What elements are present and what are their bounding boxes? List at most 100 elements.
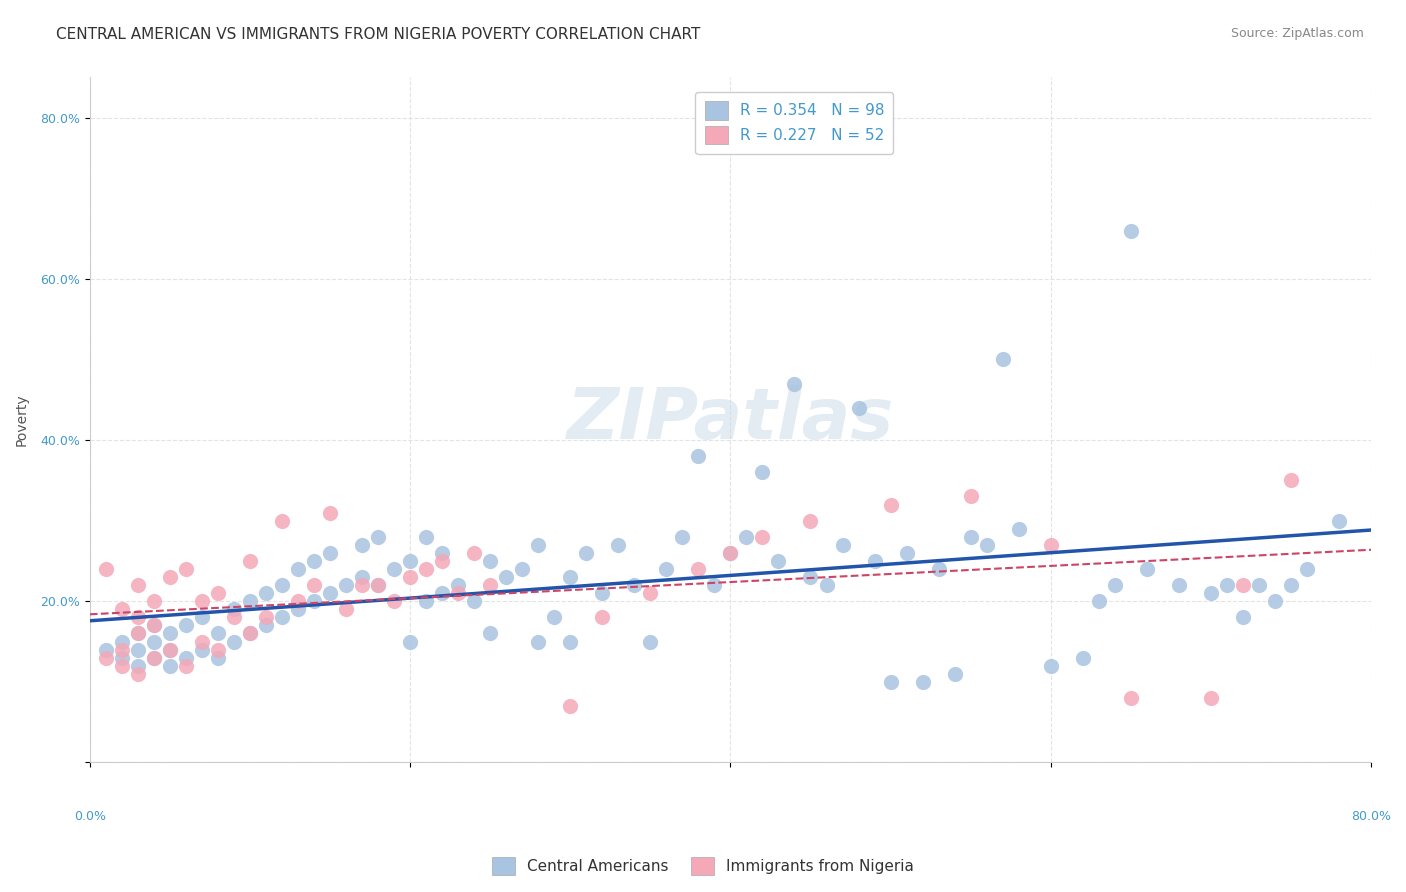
Point <box>815 578 838 592</box>
Point <box>1232 610 1254 624</box>
Point <box>159 626 181 640</box>
Point <box>352 538 374 552</box>
Point <box>655 562 678 576</box>
Point <box>287 602 309 616</box>
Point <box>479 554 502 568</box>
Point <box>111 658 134 673</box>
Point <box>319 546 342 560</box>
Point <box>142 618 165 632</box>
Point <box>703 578 725 592</box>
Point <box>527 634 550 648</box>
Point <box>127 578 149 592</box>
Point <box>1232 578 1254 592</box>
Point <box>142 650 165 665</box>
Point <box>222 634 245 648</box>
Point <box>1216 578 1239 592</box>
Point <box>352 578 374 592</box>
Point <box>640 586 662 600</box>
Point <box>254 586 277 600</box>
Point <box>159 658 181 673</box>
Point <box>751 465 773 479</box>
Point <box>174 650 197 665</box>
Point <box>479 626 502 640</box>
Point <box>127 666 149 681</box>
Point <box>1279 474 1302 488</box>
Point <box>191 610 214 624</box>
Point <box>463 594 485 608</box>
Point <box>382 594 405 608</box>
Point <box>127 658 149 673</box>
Point <box>127 626 149 640</box>
Point <box>319 586 342 600</box>
Point <box>430 546 453 560</box>
Point <box>1087 594 1109 608</box>
Text: Source: ZipAtlas.com: Source: ZipAtlas.com <box>1230 27 1364 40</box>
Text: CENTRAL AMERICAN VS IMMIGRANTS FROM NIGERIA POVERTY CORRELATION CHART: CENTRAL AMERICAN VS IMMIGRANTS FROM NIGE… <box>56 27 700 42</box>
Point <box>142 634 165 648</box>
Point <box>319 506 342 520</box>
Point <box>768 554 790 568</box>
Point <box>959 530 981 544</box>
Point <box>367 578 389 592</box>
Y-axis label: Poverty: Poverty <box>15 393 30 446</box>
Legend: R = 0.354   N = 98, R = 0.227   N = 52: R = 0.354 N = 98, R = 0.227 N = 52 <box>696 92 893 153</box>
Point <box>191 634 214 648</box>
Point <box>1247 578 1270 592</box>
Point <box>94 562 117 576</box>
Point <box>399 634 422 648</box>
Point <box>159 642 181 657</box>
Point <box>479 578 502 592</box>
Point <box>463 546 485 560</box>
Point <box>510 562 533 576</box>
Point <box>1008 522 1031 536</box>
Text: 0.0%: 0.0% <box>75 810 105 823</box>
Point <box>1167 578 1189 592</box>
Point <box>1136 562 1159 576</box>
Point <box>623 578 645 592</box>
Point <box>271 610 294 624</box>
Point <box>527 538 550 552</box>
Legend: Central Americans, Immigrants from Nigeria: Central Americans, Immigrants from Niger… <box>482 847 924 884</box>
Point <box>688 562 710 576</box>
Point <box>943 666 966 681</box>
Point <box>560 570 582 584</box>
Point <box>239 626 262 640</box>
Text: 80.0%: 80.0% <box>1351 810 1391 823</box>
Point <box>239 554 262 568</box>
Point <box>430 554 453 568</box>
Point <box>415 530 437 544</box>
Point <box>783 376 806 391</box>
Point <box>207 650 229 665</box>
Point <box>111 602 134 616</box>
Point <box>1264 594 1286 608</box>
Point <box>928 562 950 576</box>
Point <box>111 634 134 648</box>
Point <box>495 570 517 584</box>
Point <box>543 610 565 624</box>
Point <box>94 650 117 665</box>
Point <box>367 578 389 592</box>
Point <box>207 642 229 657</box>
Point <box>1327 514 1350 528</box>
Point <box>399 570 422 584</box>
Text: ZIPatlas: ZIPatlas <box>567 385 894 454</box>
Point <box>159 570 181 584</box>
Point <box>142 618 165 632</box>
Point <box>1279 578 1302 592</box>
Point <box>560 698 582 713</box>
Point <box>751 530 773 544</box>
Point <box>607 538 630 552</box>
Point <box>207 626 229 640</box>
Point <box>688 449 710 463</box>
Point <box>879 674 901 689</box>
Point <box>287 594 309 608</box>
Point <box>222 610 245 624</box>
Point <box>1039 538 1062 552</box>
Point <box>111 642 134 657</box>
Point <box>447 586 470 600</box>
Point <box>287 562 309 576</box>
Point <box>991 352 1014 367</box>
Point <box>302 578 325 592</box>
Point <box>174 562 197 576</box>
Point <box>271 514 294 528</box>
